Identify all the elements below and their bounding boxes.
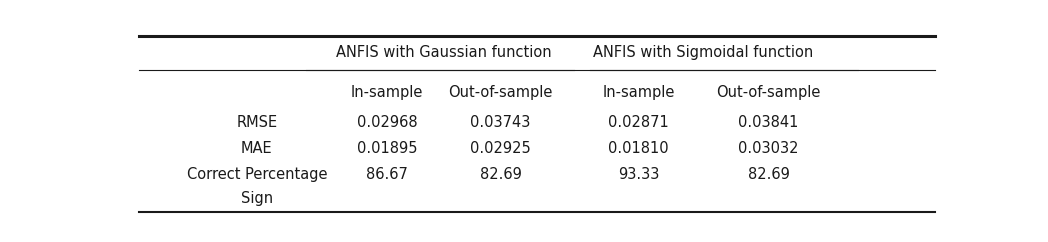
Text: ANFIS with Gaussian function: ANFIS with Gaussian function	[336, 45, 551, 60]
Text: 0.03743: 0.03743	[471, 115, 530, 130]
Text: 0.01895: 0.01895	[356, 141, 417, 156]
Text: 0.01810: 0.01810	[608, 141, 669, 156]
Text: ANFIS with Sigmoidal function: ANFIS with Sigmoidal function	[593, 45, 813, 60]
Text: Sign: Sign	[241, 191, 272, 206]
Text: MAE: MAE	[241, 141, 272, 156]
Text: RMSE: RMSE	[237, 115, 278, 130]
Text: 0.03032: 0.03032	[739, 141, 799, 156]
Text: 0.02968: 0.02968	[356, 115, 417, 130]
Text: 0.02871: 0.02871	[608, 115, 669, 130]
Text: 0.02925: 0.02925	[471, 141, 531, 156]
Text: 82.69: 82.69	[747, 167, 789, 182]
Text: Out-of-sample: Out-of-sample	[449, 85, 552, 100]
Text: In-sample: In-sample	[603, 85, 675, 100]
Text: 86.67: 86.67	[366, 167, 408, 182]
Text: Correct Percentage: Correct Percentage	[187, 167, 327, 182]
Text: 93.33: 93.33	[618, 167, 659, 182]
Text: In-sample: In-sample	[351, 85, 423, 100]
Text: 82.69: 82.69	[480, 167, 522, 182]
Text: Out-of-sample: Out-of-sample	[717, 85, 821, 100]
Text: 0.03841: 0.03841	[739, 115, 799, 130]
